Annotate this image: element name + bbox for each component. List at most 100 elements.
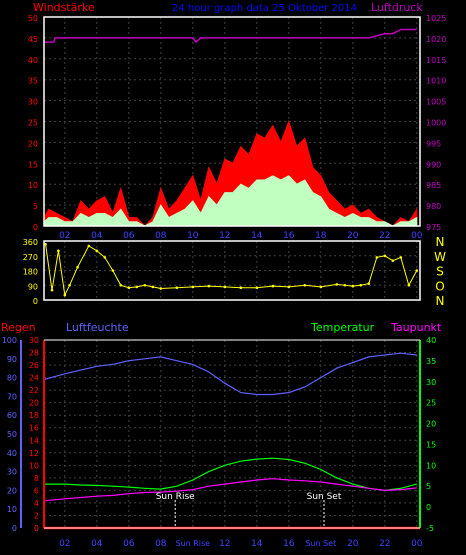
wind-tick-label: 0 xyxy=(33,223,38,232)
compass-label: W xyxy=(434,250,446,264)
x-tick-label-bottom: Sun Rise xyxy=(175,539,210,548)
x-tick-label-bottom: 00 xyxy=(411,539,423,549)
wind-direction-point xyxy=(119,283,123,287)
direction-tick-label: 270 xyxy=(23,253,38,262)
x-tick-label: 22 xyxy=(379,231,390,241)
rain-tick-label: 24 xyxy=(29,374,39,383)
direction-tick-label: 360 xyxy=(23,238,38,247)
wind-direction-trace xyxy=(45,244,418,297)
x-tick-label-bottom: 08 xyxy=(155,539,167,549)
pressure-tick-label: 1020 xyxy=(426,35,446,44)
sunset-marker-label: Sun Set xyxy=(307,492,342,502)
wind-direction-point xyxy=(351,284,355,288)
sunrise-marker-label: Sun Rise xyxy=(156,492,195,502)
wind-tick-label: 40 xyxy=(28,56,38,65)
wind-direction-point xyxy=(207,284,211,288)
temperature-axis-title: Temperatur xyxy=(310,321,375,334)
wind-tick-label: 10 xyxy=(28,181,38,190)
humidity-tick-label: 40 xyxy=(7,449,17,458)
humidity-tick-label: 60 xyxy=(7,411,17,420)
compass-label: O xyxy=(435,279,444,293)
wind-direction-point xyxy=(335,283,339,286)
rain-tick-label: 14 xyxy=(29,436,39,445)
pressure-tick-label: 980 xyxy=(426,202,441,211)
pressure-line xyxy=(44,28,417,44)
wind-direction-point xyxy=(223,285,227,289)
wind-direction-point xyxy=(343,283,347,287)
chart-title: 24 hour graph data 25 Oktober 2014 xyxy=(172,3,357,14)
rain-tick-label: 18 xyxy=(29,411,39,420)
wind-direction-point xyxy=(415,269,419,272)
wind-tick-label: 25 xyxy=(28,119,38,128)
x-tick-label: 02 xyxy=(59,231,70,241)
wind-gust-area xyxy=(43,119,418,227)
wind-direction-point xyxy=(239,286,243,290)
temperature-tick-label: 25 xyxy=(426,399,436,408)
temperature-tick-label: 5 xyxy=(426,482,431,491)
temperature-tick-label: 15 xyxy=(426,440,436,449)
wind-direction-point xyxy=(159,287,163,290)
wind-direction-point xyxy=(63,293,67,297)
rain-tick-label: 20 xyxy=(29,399,39,408)
wind-direction-point xyxy=(127,286,131,290)
x-tick-label-bottom: 16 xyxy=(283,539,295,549)
wind-direction-point xyxy=(50,288,54,292)
wind-pressure-plot-frame xyxy=(43,16,421,227)
wind-direction-point xyxy=(95,249,99,253)
pressure-tick-label: 1025 xyxy=(426,14,446,23)
wind-direction-point xyxy=(151,285,155,289)
humidity-tick-label: 30 xyxy=(7,468,17,477)
wind-direction-point xyxy=(383,254,387,258)
humidity-tick-label: 70 xyxy=(7,392,17,401)
wind-direction-point xyxy=(76,265,79,269)
humidity-tick-label: 100 xyxy=(2,336,17,345)
x-tick-label-bottom: 02 xyxy=(59,539,70,549)
temperature-tick-label: 40 xyxy=(426,336,436,345)
wind-direction-point xyxy=(359,283,363,287)
temperature-tick-label: 35 xyxy=(426,357,436,366)
direction-tick-label: 90 xyxy=(28,282,38,291)
temperature-tick-label: 10 xyxy=(426,461,436,470)
wind-tick-label: 5 xyxy=(33,202,38,211)
pressure-tick-label: 985 xyxy=(426,181,441,190)
pressure-tick-label: 1005 xyxy=(426,98,446,107)
tick-label-layer: 0510152025303540455097598098599099510001… xyxy=(2,14,447,549)
humidity-tick-label: 90 xyxy=(7,355,17,364)
rain-tick-label: 22 xyxy=(29,386,39,395)
x-tick-label: 20 xyxy=(347,231,359,241)
pressure-tick-label: 990 xyxy=(426,160,441,169)
x-tick-label: 00 xyxy=(411,231,423,241)
wind-direction-point xyxy=(375,256,379,259)
rain-tick-label: 6 xyxy=(34,486,39,495)
x-tick-label: 18 xyxy=(315,231,327,241)
wind-direction-point xyxy=(287,285,291,289)
wind-direction-point xyxy=(255,286,259,290)
wind-direction-point xyxy=(135,285,139,289)
wind-direction-point xyxy=(87,244,91,248)
wind-tick-label: 45 xyxy=(28,35,38,44)
rain-tick-label: 10 xyxy=(29,461,39,470)
rain-tick-label: 8 xyxy=(34,474,39,483)
wind-direction-point xyxy=(303,283,307,287)
humidity-tick-label: 50 xyxy=(7,430,17,439)
pressure-tick-label: 1000 xyxy=(426,119,446,128)
wind-axis-title: Windstärke xyxy=(33,1,95,14)
wind-direction-point xyxy=(175,286,179,290)
pressure-axis-title: Luftdruck xyxy=(371,1,423,14)
x-tick-label-bottom: 20 xyxy=(347,539,359,549)
direction-tick-label: 0 xyxy=(33,297,38,306)
humidity-tick-label: 80 xyxy=(7,374,17,383)
wind-direction-plot-frame xyxy=(43,240,421,301)
pressure-tick-label: 995 xyxy=(426,139,441,148)
x-tick-label: 10 xyxy=(187,231,199,241)
x-tick-label: 16 xyxy=(283,231,295,241)
wind-direction-point xyxy=(399,256,403,259)
dewpoint-line xyxy=(43,478,417,502)
temperature-tick-label: 30 xyxy=(426,378,436,387)
humidity-axis-title: Luftfeuchte xyxy=(66,321,129,334)
wind-direction-point xyxy=(143,283,147,287)
rain-tick-label: 26 xyxy=(29,361,39,370)
x-tick-label: 04 xyxy=(91,231,103,241)
x-tick-label-bottom: 06 xyxy=(123,539,135,549)
